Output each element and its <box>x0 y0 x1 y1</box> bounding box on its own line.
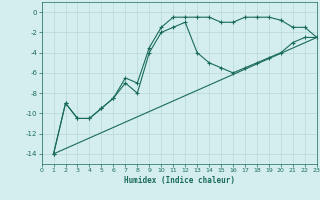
X-axis label: Humidex (Indice chaleur): Humidex (Indice chaleur) <box>124 176 235 185</box>
